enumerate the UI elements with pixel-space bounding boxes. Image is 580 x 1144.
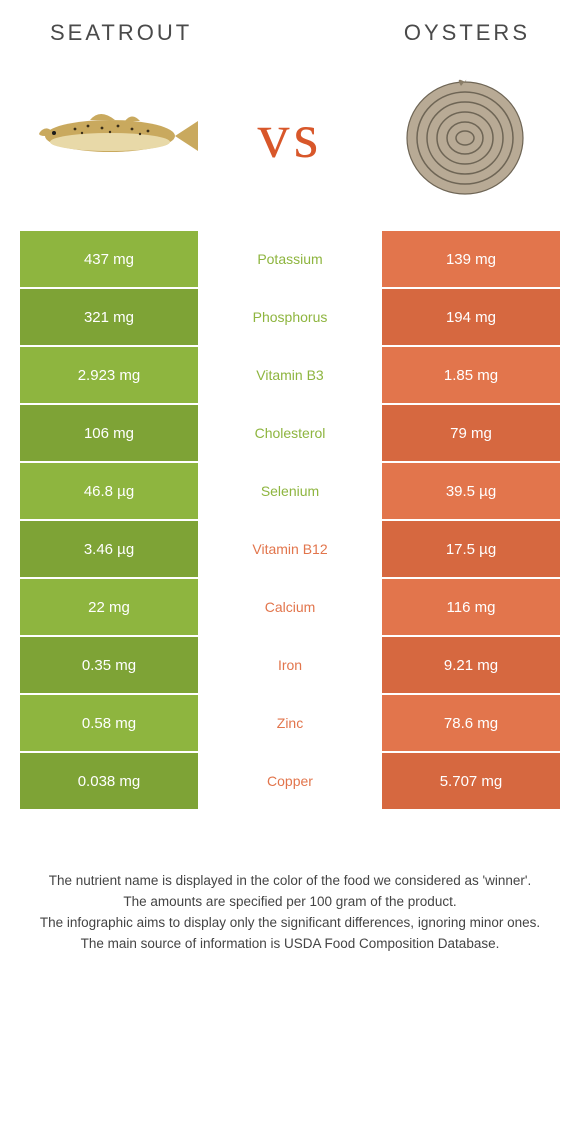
footer-line: The amounts are specified per 100 gram o… <box>30 892 550 913</box>
nutrient-name: Copper <box>200 753 380 811</box>
table-row: 22 mgCalcium116 mg <box>20 579 560 637</box>
value-right: 17.5 µg <box>380 521 560 579</box>
value-right: 78.6 mg <box>380 695 560 753</box>
nutrient-table: 437 mgPotassium139 mg321 mgPhosphorus194… <box>20 231 560 811</box>
oyster-image <box>380 66 550 206</box>
nutrient-name: Potassium <box>200 231 380 289</box>
value-left: 0.038 mg <box>20 753 200 811</box>
value-left: 2.923 mg <box>20 347 200 405</box>
footer-line: The infographic aims to display only the… <box>30 913 550 934</box>
value-right: 79 mg <box>380 405 560 463</box>
value-right: 116 mg <box>380 579 560 637</box>
nutrient-name: Phosphorus <box>200 289 380 347</box>
value-right: 139 mg <box>380 231 560 289</box>
nutrient-name: Cholesterol <box>200 405 380 463</box>
vs-row: vs <box>0 56 580 231</box>
nutrient-name: Vitamin B3 <box>200 347 380 405</box>
nutrient-name: Calcium <box>200 579 380 637</box>
value-left: 321 mg <box>20 289 200 347</box>
footer-line: The nutrient name is displayed in the co… <box>30 871 550 892</box>
footer-line: The main source of information is USDA F… <box>30 934 550 955</box>
value-left: 46.8 µg <box>20 463 200 521</box>
value-left: 3.46 µg <box>20 521 200 579</box>
table-row: 106 mgCholesterol79 mg <box>20 405 560 463</box>
table-row: 0.35 mgIron9.21 mg <box>20 637 560 695</box>
value-right: 9.21 mg <box>380 637 560 695</box>
table-row: 437 mgPotassium139 mg <box>20 231 560 289</box>
table-row: 321 mgPhosphorus194 mg <box>20 289 560 347</box>
value-left: 22 mg <box>20 579 200 637</box>
value-right: 5.707 mg <box>380 753 560 811</box>
value-left: 0.58 mg <box>20 695 200 753</box>
value-left: 0.35 mg <box>20 637 200 695</box>
value-right: 39.5 µg <box>380 463 560 521</box>
value-left: 437 mg <box>20 231 200 289</box>
nutrient-name: Iron <box>200 637 380 695</box>
table-row: 46.8 µgSelenium39.5 µg <box>20 463 560 521</box>
table-row: 2.923 mgVitamin B31.85 mg <box>20 347 560 405</box>
title-left: Seatrout <box>50 20 192 46</box>
table-row: 0.038 mgCopper5.707 mg <box>20 753 560 811</box>
vs-label: vs <box>258 99 323 173</box>
table-row: 3.46 µgVitamin B1217.5 µg <box>20 521 560 579</box>
table-row: 0.58 mgZinc78.6 mg <box>20 695 560 753</box>
seatrout-image <box>30 66 200 206</box>
nutrient-name: Zinc <box>200 695 380 753</box>
nutrient-name: Vitamin B12 <box>200 521 380 579</box>
title-right: Oysters <box>404 20 530 46</box>
header: Seatrout Oysters <box>0 0 580 56</box>
value-right: 1.85 mg <box>380 347 560 405</box>
footer-text: The nutrient name is displayed in the co… <box>0 811 580 955</box>
nutrient-name: Selenium <box>200 463 380 521</box>
value-right: 194 mg <box>380 289 560 347</box>
value-left: 106 mg <box>20 405 200 463</box>
